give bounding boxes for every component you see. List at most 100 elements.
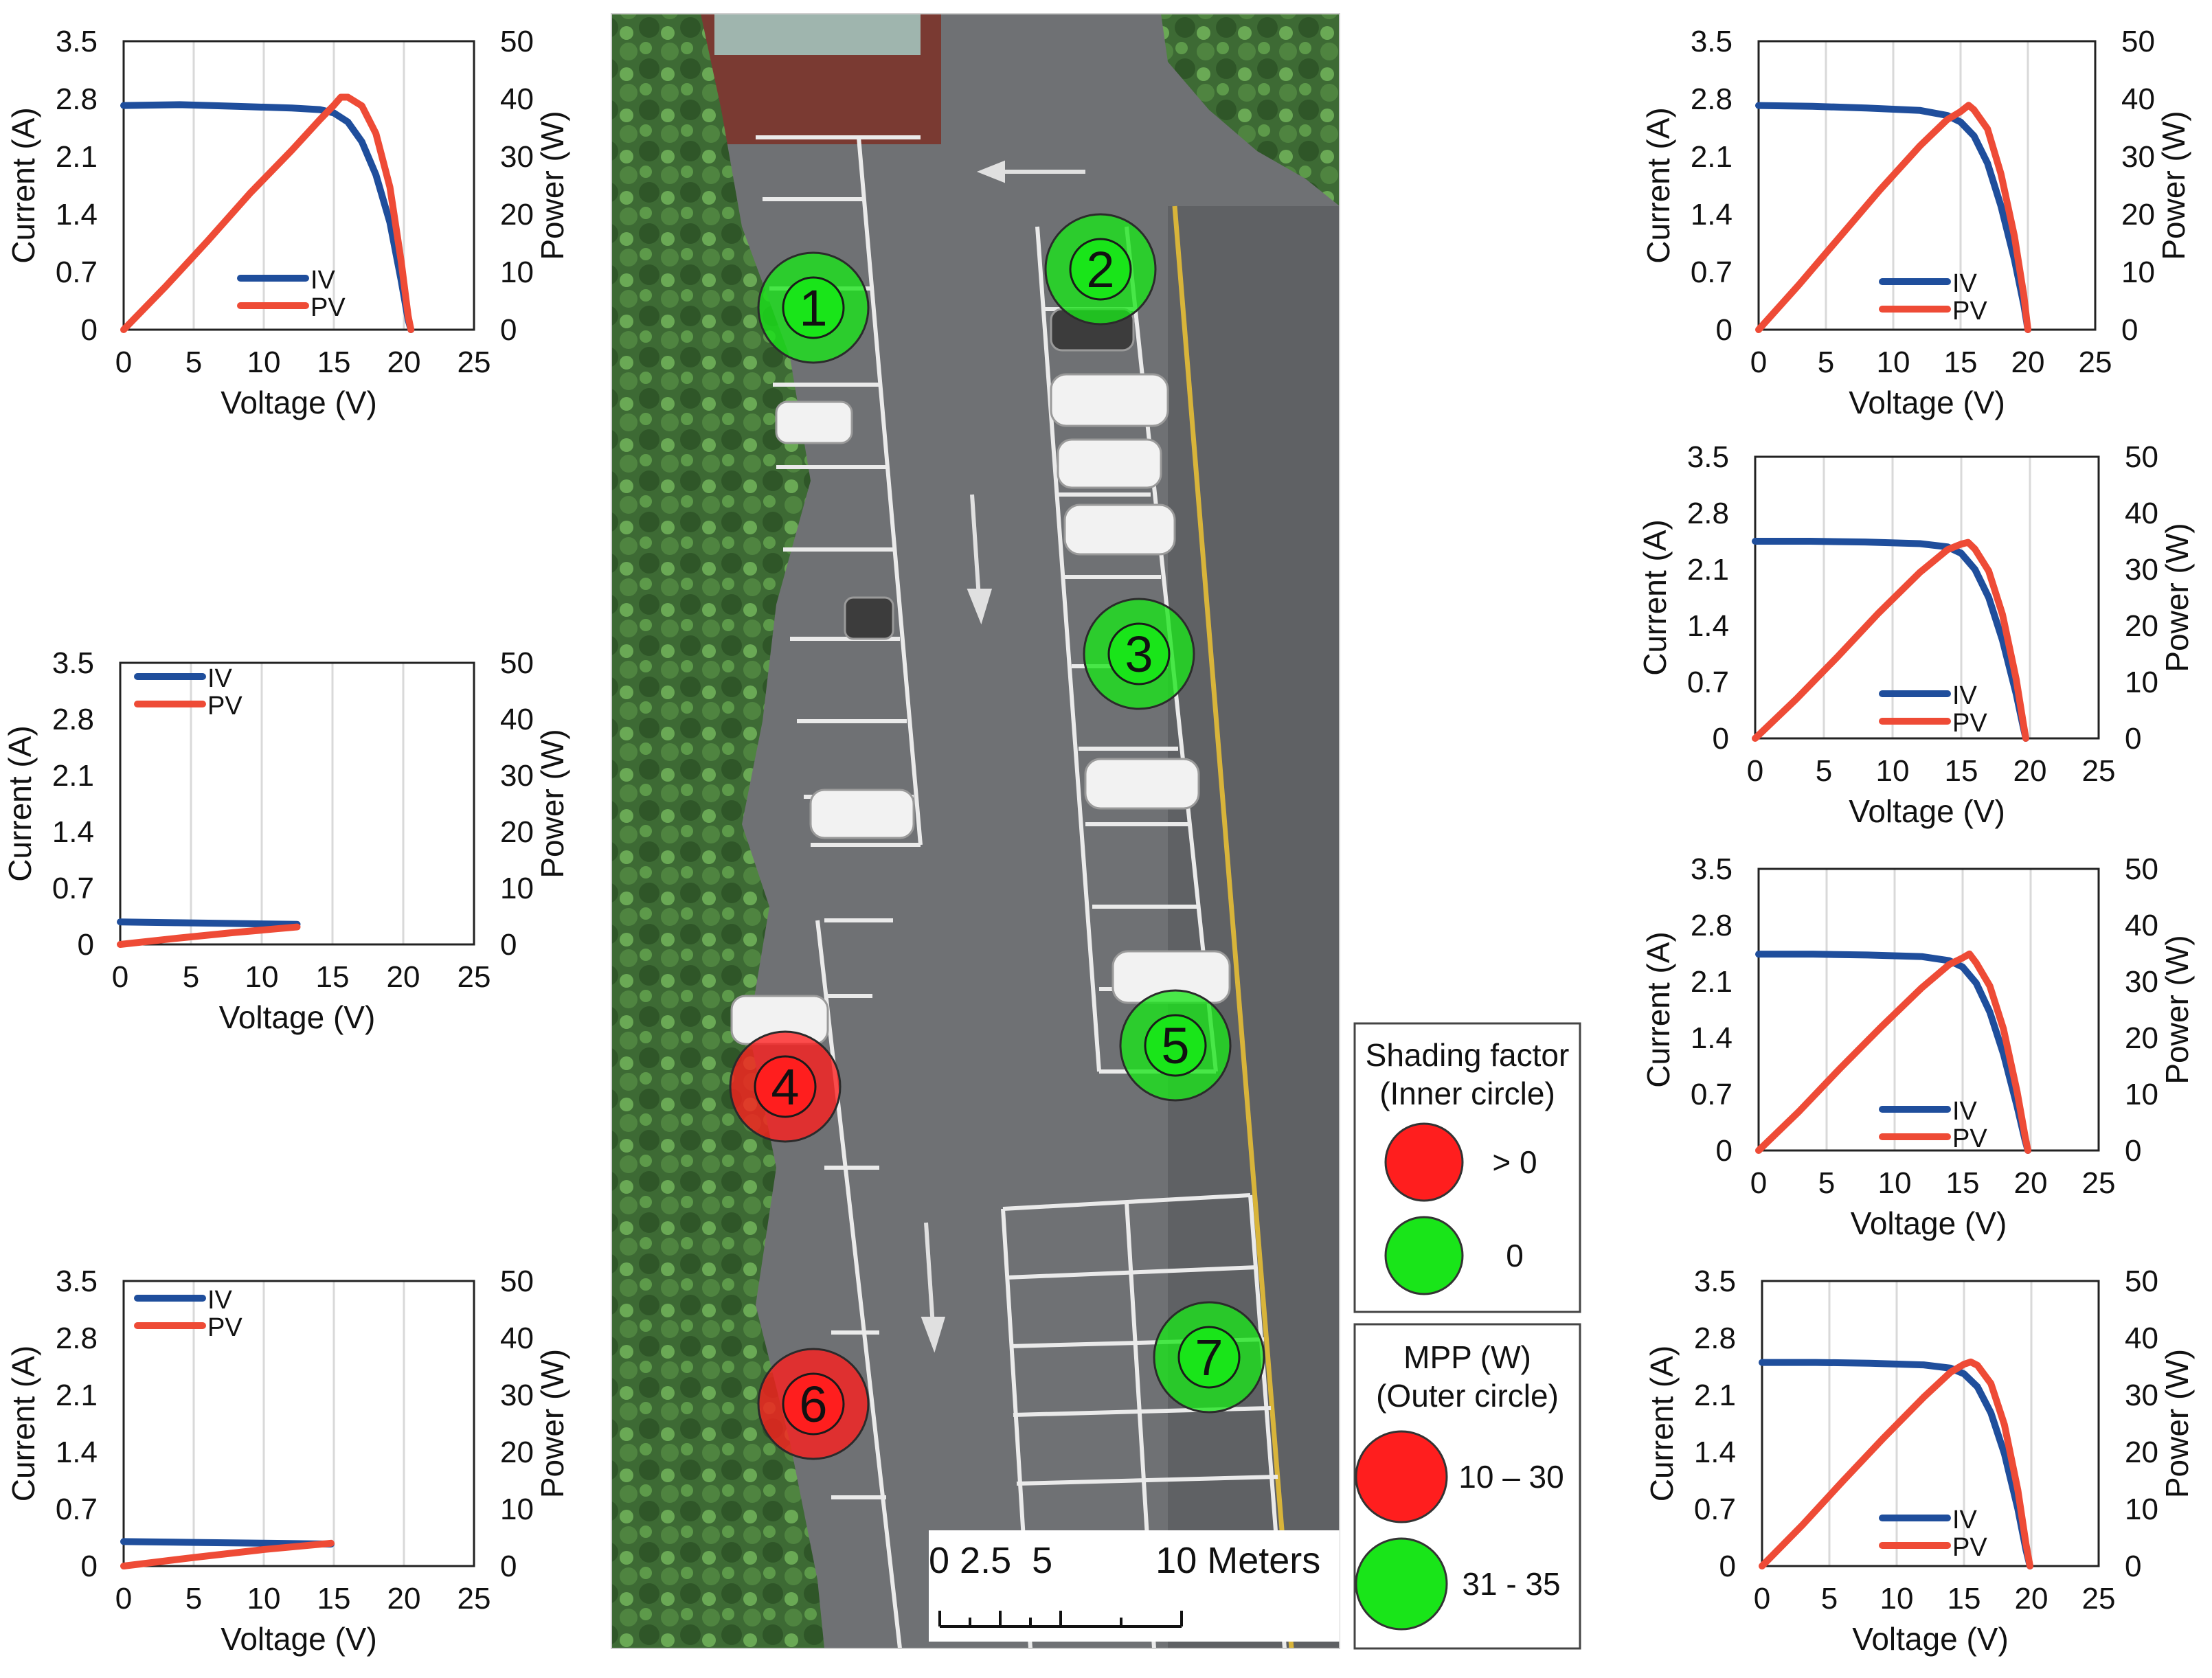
legend-shading-swatch-green [1384, 1216, 1464, 1295]
y2-tick-label: 40 [500, 82, 534, 116]
x-tick-label: 15 [317, 1582, 351, 1615]
legend-label-pv: PV [207, 692, 242, 721]
y-axis-label: Current (A) [1644, 1346, 1680, 1501]
marker-inner-2 [1069, 238, 1132, 301]
y2-tick-label: 20 [500, 198, 534, 231]
y-tick-label: 3.5 [52, 646, 94, 680]
x-tick-label: 25 [2082, 1166, 2116, 1200]
chart-right-3: 0 5 10 15 20 25 0 0.7 1.4 2.1 2.8 3.5 0 10 20 30 40 50 Vol… [1640, 852, 2195, 1241]
marker-inner-7 [1177, 1326, 1241, 1389]
x-tick-label: 10 [247, 345, 281, 379]
y2-tick-label: 20 [500, 1436, 534, 1469]
x-tick-label: 25 [2082, 754, 2116, 788]
y-tick-label: 2.8 [1687, 497, 1729, 530]
x-tick-label: 20 [2011, 345, 2045, 379]
x-tick-label: 0 [115, 345, 132, 379]
legend-mpp-title-2: (Outer circle) [1376, 1378, 1559, 1414]
chart-left-middle: 0 5 10 15 20 25 0 0.7 1.4 2.1 2.8 3.5 0 10 20 30 40 50 Vol… [2, 646, 570, 1035]
legend-label-pv: PV [1952, 1124, 1987, 1153]
aerial-map: 1 2 3 4 5 6 7 0 2.5 5 10 Meters [611, 13, 1340, 1649]
y-tick-label: 0.7 [1687, 666, 1729, 699]
y2-tick-label: 50 [2125, 440, 2158, 474]
legend-label-iv: IV [1952, 269, 1978, 298]
x-tick-label: 5 [1818, 1166, 1835, 1200]
y2-tick-label: 50 [500, 646, 534, 680]
y-tick-label: 0.7 [56, 1493, 98, 1526]
legend-label-iv: IV [207, 1286, 233, 1315]
plot-frame [1754, 455, 2100, 740]
x-tick-label: 0 [1747, 754, 1763, 788]
legend-shading-factor: Shading factor (Inner circle) > 0 0 [1353, 1022, 1581, 1313]
y2-tick-label: 30 [500, 140, 534, 174]
y-tick-label: 1.4 [52, 815, 94, 849]
y-tick-label: 2.8 [1691, 82, 1733, 116]
y2-tick-label: 0 [500, 928, 517, 962]
y2-tick-label: 40 [500, 703, 534, 736]
series-line-pv [1759, 1358, 2034, 1569]
y-tick-label: 2.8 [56, 82, 98, 116]
y-tick-label: 0 [1716, 313, 1733, 347]
x-tick-label: 25 [2079, 345, 2112, 379]
y2-tick-label: 50 [500, 25, 534, 58]
series-line-pv [117, 923, 301, 948]
x-tick-label: 5 [185, 1582, 202, 1615]
y2-axis-label: Power (W) [2159, 935, 2195, 1084]
legend-label-iv: IV [1952, 681, 1978, 710]
x-tick-label: 10 [1877, 345, 1910, 379]
marker-label-4: 4 [771, 1058, 799, 1115]
legend-label-pv: PV [311, 293, 346, 322]
y-tick-label: 3.5 [1687, 440, 1729, 474]
y-axis-label: Current (A) [2, 725, 38, 881]
series-line-pv [1755, 950, 2032, 1154]
y-tick-label: 3.5 [1694, 1265, 1736, 1298]
series-line-pv [1752, 538, 2029, 742]
x-tick-label: 25 [458, 960, 491, 994]
y-tick-label: 0.7 [56, 256, 98, 289]
marker-inner-4 [754, 1055, 817, 1118]
iv-pv-charts: 0 5 10 15 20 2500.71.42.12.83.501020304050Vol… [2, 25, 2195, 1657]
y2-tick-label: 10 [2121, 256, 2155, 289]
x-tick-label: 5 [1816, 754, 1832, 788]
chart-right-1: 0 5 10 15 20 25 0 0.7 1.4 2.1 2.8 3.5 0 10 20 30 40 50 Vol… [1640, 25, 2191, 420]
tree-canopy-right [1161, 14, 1340, 206]
y2-tick-label: 10 [500, 872, 534, 905]
marker-label-1: 1 [799, 280, 827, 337]
y-axis-label: Current (A) [1637, 519, 1673, 675]
plot-frame [1761, 1280, 2100, 1567]
y-axis-label: Current (A) [1640, 931, 1676, 1087]
plot-frame [1757, 40, 2097, 331]
y-tick-label: 1.4 [1691, 198, 1733, 231]
y-axis-label: Current (A) [5, 107, 41, 263]
y2-tick-label: 50 [2125, 852, 2158, 886]
legend-label-iv: IV [1952, 1506, 1978, 1534]
y-tick-label: 2.1 [1691, 965, 1733, 999]
y2-tick-label: 40 [500, 1322, 534, 1355]
chart-left-top: 0 5 10 15 20 25 0 0.7 1.4 2.1 2.8 3.5 0 10 20 30 40 50 Vol… [5, 25, 570, 420]
y-tick-label: 3.5 [56, 25, 98, 58]
y2-tick-label: 10 [2125, 1493, 2158, 1526]
y-tick-label: 0 [1719, 1550, 1736, 1583]
legend-mpp-swatch-red [1355, 1430, 1448, 1523]
x-tick-label: 20 [2014, 1166, 2048, 1200]
legend-label-iv: IV [1952, 1097, 1978, 1126]
y2-tick-label: 40 [2125, 1322, 2158, 1355]
y-tick-label: 2.8 [1691, 909, 1733, 942]
x-tick-label: 15 [316, 960, 350, 994]
x-tick-label: 10 [245, 960, 279, 994]
y2-axis-label: Power (W) [2156, 111, 2191, 260]
x-tick-label: 15 [1945, 754, 1978, 788]
x-axis-label: Voltage (V) [221, 385, 377, 420]
y-tick-label: 2.1 [56, 140, 98, 174]
series-line-pv [120, 1539, 335, 1569]
y-tick-label: 2.1 [52, 759, 94, 793]
marker-inner-1 [782, 276, 845, 339]
marker-inner-6 [782, 1372, 845, 1436]
y-tick-label: 2.1 [1691, 140, 1733, 174]
y2-axis-label: Power (W) [2159, 523, 2195, 672]
y2-tick-label: 40 [2125, 497, 2158, 530]
marker-label-5: 5 [1161, 1017, 1189, 1074]
y-tick-label: 1.4 [1691, 1021, 1733, 1055]
series-line-iv [120, 101, 415, 333]
sensor-markers: 1 2 3 4 5 6 7 [729, 213, 1265, 1460]
